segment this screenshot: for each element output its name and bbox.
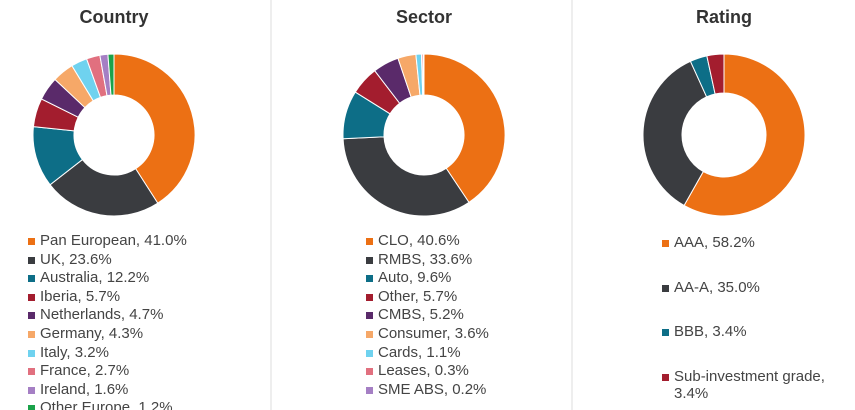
legend-label: Germany, 4.3% [40, 324, 144, 342]
legend-item: Ireland, 1.6% [28, 381, 258, 400]
legend-item: France, 2.7% [28, 362, 258, 381]
legend-swatch [366, 368, 373, 376]
legend-label: Other Europe, 1.2% [40, 399, 173, 410]
legend-label: Leases, 0.3% [378, 362, 469, 380]
legend-swatch [28, 312, 35, 320]
legend-label: Italy, 3.2% [40, 343, 109, 361]
legend-label: Other, 5.7% [378, 287, 458, 305]
legend-swatch [366, 275, 373, 283]
legend-swatch [366, 293, 373, 301]
legend-swatch [28, 293, 35, 301]
legend-item: Australia, 12.2% [28, 269, 258, 288]
legend-label: Iberia, 5.7% [40, 287, 121, 305]
legend-swatch [662, 329, 669, 336]
legend-label: AA-A, 35.0% [674, 278, 760, 296]
legend-label: AAA, 58.2% [674, 234, 755, 251]
legend-item: SME ABS, 0.2% [366, 381, 566, 400]
donut-slice [422, 53, 425, 96]
legend-swatch [28, 368, 35, 376]
legend-swatch [662, 284, 669, 292]
legend-item: Pan European, 41.0% [28, 232, 258, 251]
legend-label: Sub-investment grade, 3.4% [674, 367, 825, 402]
legend-label: SME ABS, 0.2% [378, 380, 487, 398]
legend-swatch [366, 312, 373, 320]
donut-slice [683, 53, 806, 217]
legend-label: Ireland, 1.6% [40, 380, 129, 398]
legend-swatch [366, 238, 373, 245]
donut-slice [423, 53, 506, 204]
legend-label: Pan European, 41.0% [40, 232, 187, 249]
legend-label: France, 2.7% [40, 362, 130, 380]
donut-slice [113, 53, 196, 204]
legend-swatch [366, 256, 373, 264]
legend-swatch [28, 256, 35, 264]
donut-slice [342, 136, 470, 217]
legend-item: Netherlands, 4.7% [28, 306, 258, 325]
legend-label: RMBS, 33.6% [378, 250, 473, 268]
legend-item: RMBS, 33.6% [366, 251, 566, 270]
legend-label: Cards, 1.1% [378, 343, 461, 361]
legend-item: Sub-investment grade, 3.4% [662, 368, 852, 410]
legend-item: Cards, 1.1% [366, 344, 566, 363]
legend-item: CMBS, 5.2% [366, 306, 566, 325]
legend-item: AA-A, 35.0% [662, 279, 852, 324]
legend-label: UK, 23.6% [40, 250, 112, 268]
legend-item: BBB, 3.4% [662, 323, 852, 368]
legend-item: Leases, 0.3% [366, 362, 566, 381]
legend-label: BBB, 3.4% [674, 323, 747, 340]
legend-label: Australia, 12.2% [40, 269, 150, 287]
legend-item: UK, 23.6% [28, 251, 258, 270]
legend-swatch [366, 349, 373, 357]
legend-swatch [28, 238, 35, 245]
legend-label: Consumer, 3.6% [378, 324, 489, 342]
chart-title: Rating [696, 7, 752, 27]
legend-item: Iberia, 5.7% [28, 288, 258, 307]
chart-title: Sector [396, 7, 452, 27]
legend-swatch [366, 386, 373, 394]
legend: Pan European, 41.0% UK, 23.6% Australia, 1… [28, 232, 258, 410]
legend: CLO, 40.6% RMBS, 33.6% Auto, 9.6% Other, 5.… [366, 232, 566, 399]
legend-label: Auto, 9.6% [378, 269, 452, 287]
donut-slice [706, 53, 725, 95]
legend-swatch [28, 405, 35, 410]
legend-swatch [28, 330, 35, 338]
legend-item: AAA, 58.2% [662, 234, 852, 279]
legend-item: Italy, 3.2% [28, 344, 258, 363]
legend-item: CLO, 40.6% [366, 232, 566, 251]
legend-swatch [28, 349, 35, 357]
legend-item: Germany, 4.3% [28, 325, 258, 344]
legend-swatch [662, 240, 669, 247]
legend-item: Auto, 9.6% [366, 269, 566, 288]
legend-item: Other, 5.7% [366, 288, 566, 307]
legend-swatch [662, 373, 669, 381]
donut-slice [107, 53, 115, 96]
chart-title: Country [80, 7, 149, 27]
legend-label: Netherlands, 4.7% [40, 306, 164, 324]
legend-label: CMBS, 5.2% [378, 306, 464, 324]
legend-swatch [28, 386, 35, 394]
legend-item: Consumer, 3.6% [366, 325, 566, 344]
legend: AAA, 58.2% AA-A, 35.0% BBB, 3.4% Sub-invest… [662, 234, 852, 410]
legend-item: Other Europe, 1.2% [28, 399, 258, 410]
legend-label: CLO, 40.6% [378, 232, 460, 249]
donut-slice [642, 60, 708, 207]
legend-swatch [366, 330, 373, 338]
legend-swatch [28, 275, 35, 283]
